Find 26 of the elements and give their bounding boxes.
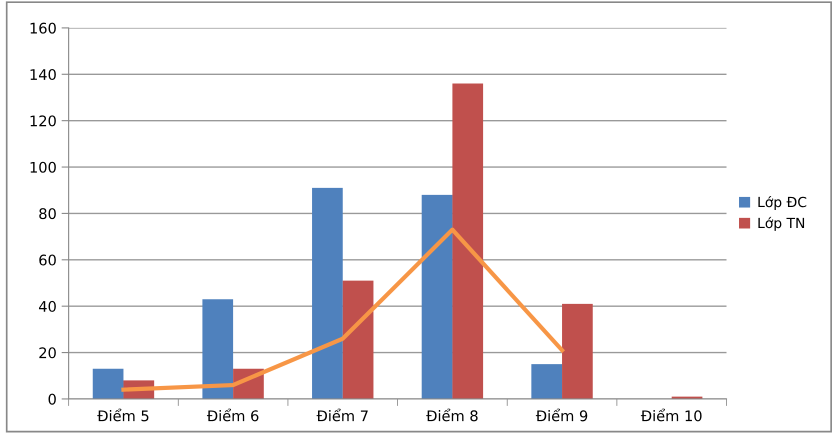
x-tick-label: Điểm 7 [316, 408, 368, 422]
bar [452, 84, 484, 399]
bar [312, 188, 343, 399]
y-tick-label: 140 [30, 69, 56, 80]
y-tick-label: 120 [30, 115, 56, 126]
x-tick-label: Điểm 5 [97, 408, 148, 422]
bar [92, 368, 124, 399]
bar [422, 194, 452, 399]
x-tick-label: Điểm 10 [640, 408, 702, 422]
y-tick-label: 80 [39, 208, 56, 220]
y-tick-label: 160 [30, 22, 56, 34]
y-tick-label: 40 [38, 300, 56, 312]
bar [202, 299, 234, 399]
legend-label: Lớp TN [758, 216, 804, 231]
legend-label: Lớp ĐC [758, 196, 806, 210]
y-tick-label: 60 [39, 254, 56, 266]
bar [562, 304, 593, 399]
x-tick-label: Điểm 8 [426, 408, 478, 422]
y-tick-label: 20 [39, 347, 56, 358]
line-series [121, 228, 564, 392]
y-tick-label: 0 [48, 394, 56, 405]
x-tick-label: Điểm 6 [206, 408, 258, 422]
bar [531, 364, 562, 399]
bar [342, 280, 374, 399]
y-tick-label: 100 [30, 162, 56, 173]
x-tick-label: Điểm 9 [536, 408, 588, 422]
